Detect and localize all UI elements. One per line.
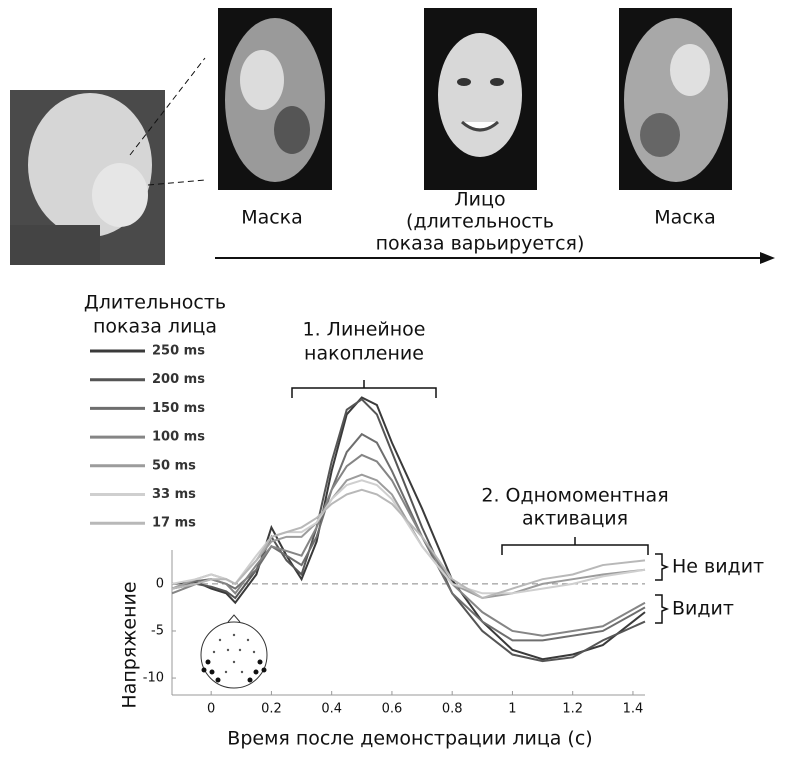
series-line [171,488,646,600]
x-tick-label: 0.6 [382,702,403,717]
x-tick-label: 0.2 [261,702,282,717]
x-tick-label: 0 [207,702,215,717]
y-axis-label: Напряжение [119,581,141,708]
legend-label: 33 ms [152,487,196,502]
x-tick-label: 1.4 [623,702,644,717]
mask-image [619,8,732,190]
x-tick-label: 1.2 [562,702,583,717]
annotation: накопление [304,343,424,365]
mask-label: Маска [654,207,716,229]
x-axis-label: Время после демонстрации лица (с) [227,728,592,750]
legend-label: 17 ms [152,516,196,531]
baby-photo [10,90,165,265]
mask-image [218,8,332,190]
group-label: Видит [672,598,734,620]
x-tick-label: 0.8 [442,702,463,717]
legend-title: Длительность [84,292,226,314]
legend-label: 50 ms [152,458,196,473]
group-label: Не видит [672,556,764,578]
annotation: активация [522,508,628,530]
bracket [291,380,437,398]
y-tick-label: -10 [143,671,164,686]
annotation: 1. Линейное [303,319,426,341]
y-tick-label: 0 [156,576,164,591]
electrode-map [200,614,268,689]
face-label: Лицо [454,189,505,211]
y-tick-label: -5 [151,623,164,638]
x-tick-label: 0.4 [321,702,342,717]
face-label: (длительность [406,211,554,233]
zoom-line [129,57,206,156]
face-image [424,8,537,190]
series-line [171,453,646,637]
x-tick-label: 1 [508,702,516,717]
legend-label: 250 ms [152,344,205,359]
brace [655,553,670,581]
legend-label: 150 ms [152,401,205,416]
series-line [171,432,646,642]
bracket [501,537,649,555]
brace [655,594,670,624]
annotation: 2. Одномоментная [481,485,668,507]
face-label: показа варьируется) [376,233,585,255]
series-line [171,396,646,661]
legend-label: 100 ms [152,430,205,445]
legend-title: показа лица [93,316,217,338]
series-line [171,398,646,663]
legend-label: 200 ms [152,372,205,387]
arrow-head [760,252,775,264]
mask-label: Маска [241,207,303,229]
